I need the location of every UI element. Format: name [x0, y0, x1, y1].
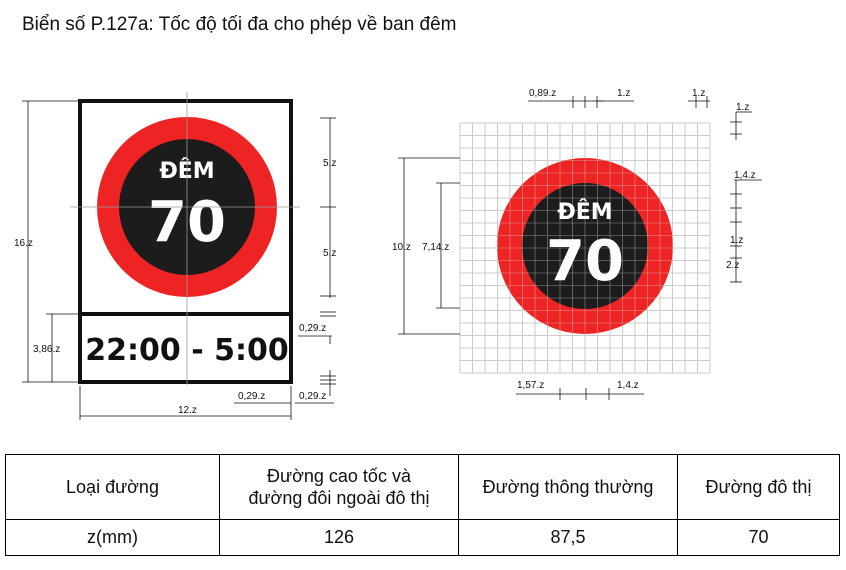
dim-side-14: 1,4.z [734, 170, 756, 181]
dim-inner-d: 7,14.z [422, 242, 449, 253]
page-title: Biển số P.127a: Tốc độ tối đa cho phép v… [22, 14, 457, 35]
table-cell: z(mm) [5, 519, 220, 556]
grid-overlay [459, 122, 711, 374]
left-sign: ĐÊM 70 22:00 - 5:00 16.z 3,86.z 5.z 5.z … [14, 92, 336, 420]
dim-top-a: 0,89.z [529, 88, 556, 99]
dim-outer-d: 10.z [392, 242, 411, 253]
z-table: Loại đường Đường cao tốc và đường đôi ng… [5, 454, 840, 556]
dim-top-c: 1.z [692, 88, 705, 99]
dim-bottom-panel: 3,86.z [33, 344, 60, 355]
sign-speed-right: 70 [546, 229, 624, 294]
dim-upper-5a: 5.z [323, 158, 336, 169]
table-row: z(mm) 126 87,5 70 [5, 519, 840, 556]
table-header-cell: Đường cao tốc và đường đôi ngoài đô thị [219, 454, 459, 520]
table-cell: 70 [677, 519, 840, 556]
dim-bottom-b: 1,4.z [617, 380, 639, 391]
table-header-row: Loại đường Đường cao tốc và đường đôi ng… [5, 454, 840, 520]
table-cell: 126 [219, 519, 459, 556]
table-header-cell: Đường thông thường [458, 454, 678, 520]
dim-upper-5b: 5.z [323, 248, 336, 259]
table-cell: 87,5 [458, 519, 678, 556]
dim-side-1: 1.z [736, 102, 749, 113]
dim-gap-right: 0,29.z [299, 323, 326, 334]
sign-word-right: ĐÊM [557, 199, 612, 225]
dim-width-total: 12.z [178, 405, 197, 416]
dim-side-1b: 1.z [730, 235, 743, 246]
dim-bottom-inner: 0,29.z [238, 391, 265, 402]
dim-height-total: 16.z [14, 238, 33, 249]
dim-side-2: 2.z [726, 260, 739, 271]
right-grid-sign: ĐÊM 70 0,89.z 1.z 1.z 1.z 1,4.z 1.z 2.z [392, 88, 762, 400]
dim-bottom-a: 1,57.z [517, 380, 544, 391]
dim-top-b: 1.z [617, 88, 630, 99]
table-header-cell: Loại đường [5, 454, 220, 520]
sign-diagram: ĐÊM 70 22:00 - 5:00 16.z 3,86.z 5.z 5.z … [14, 88, 762, 420]
table-header-cell: Đường đô thị [677, 454, 840, 520]
dim-bottom-outer: 0,29.z [299, 391, 326, 402]
